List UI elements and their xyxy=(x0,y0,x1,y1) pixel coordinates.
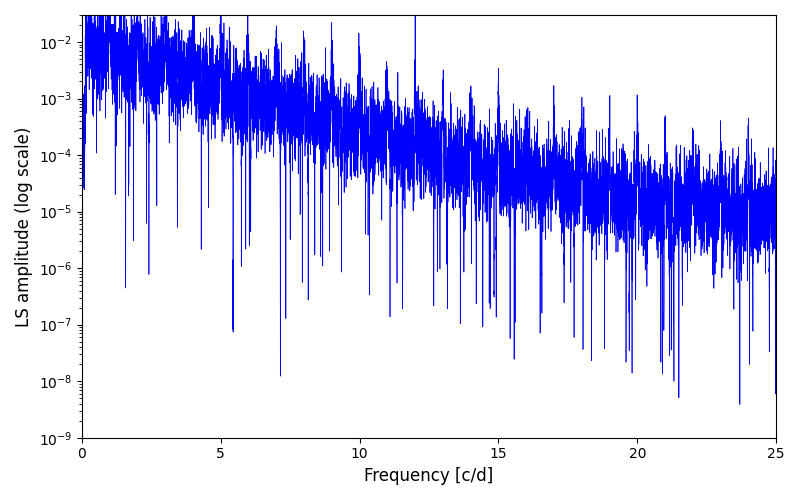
Y-axis label: LS amplitude (log scale): LS amplitude (log scale) xyxy=(15,126,33,326)
X-axis label: Frequency [c/d]: Frequency [c/d] xyxy=(364,467,494,485)
